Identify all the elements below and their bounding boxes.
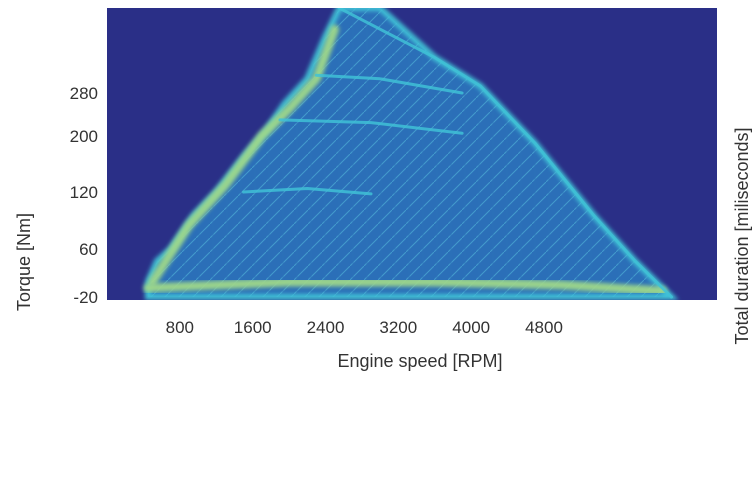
x-tick-label: 2400 xyxy=(307,318,345,337)
envelope-texture xyxy=(148,8,672,297)
heat-feature-low-torque-band xyxy=(143,277,667,296)
heat-feature-load-line-2 xyxy=(278,118,464,135)
y-tick-label: 60 xyxy=(79,240,98,259)
x-axis-label: Engine speed [RPM] xyxy=(337,351,502,371)
y-axis: -20 60 120 200 280 xyxy=(70,84,98,307)
heat-feature-load-line-3 xyxy=(314,73,464,95)
heat-feature-upper-boundary-band xyxy=(337,8,673,299)
x-tick-label: 1600 xyxy=(234,318,272,337)
heatmap-cells xyxy=(143,8,679,300)
colorbar-label: Total duration [miliseconds] xyxy=(732,127,752,344)
x-axis: 800 1600 2400 3200 4000 4800 xyxy=(166,318,563,337)
heat-feature-load-line-1 xyxy=(242,187,373,196)
y-axis-label: Torque [Nm] xyxy=(14,213,34,311)
x-tick-label: 4000 xyxy=(452,318,490,337)
y-tick-label: 280 xyxy=(70,84,98,103)
x-tick-label: 3200 xyxy=(379,318,417,337)
y-tick-label: 200 xyxy=(70,127,98,146)
x-tick-label: 4800 xyxy=(525,318,563,337)
y-tick-label: 120 xyxy=(70,183,98,202)
x-tick-label: 800 xyxy=(166,318,194,337)
heat-feature-full-load-ridge xyxy=(148,24,340,287)
y-tick-label: -20 xyxy=(73,288,98,307)
